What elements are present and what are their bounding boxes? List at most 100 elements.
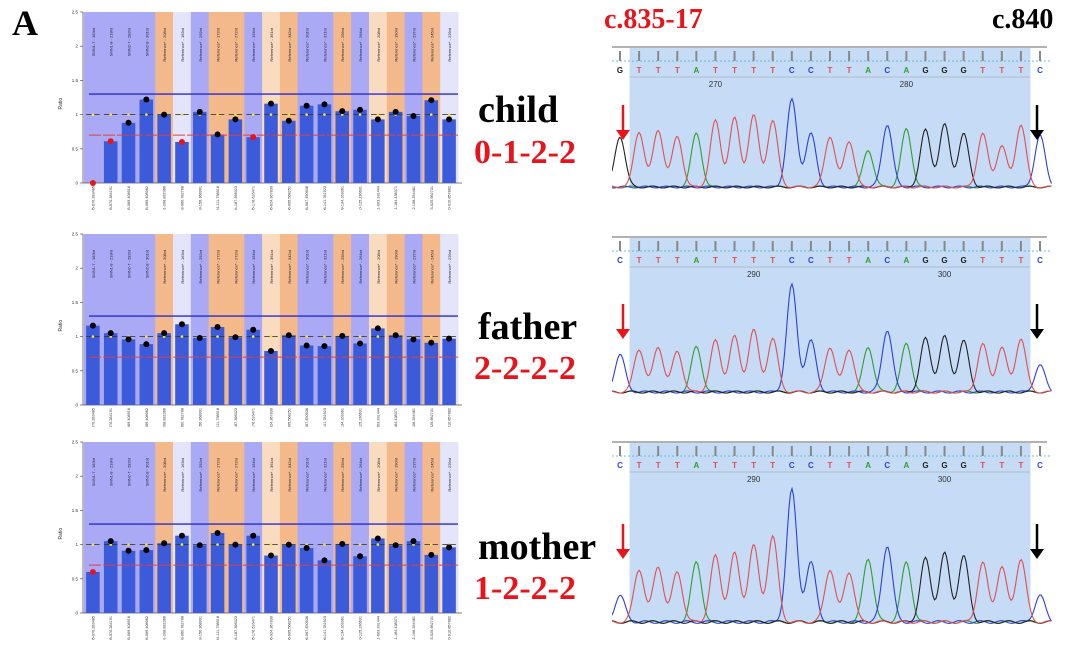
base-call: T bbox=[847, 256, 852, 265]
base-call: C bbox=[808, 66, 814, 75]
reference-median bbox=[376, 543, 380, 546]
probe-label: Reference* - 321nt bbox=[322, 457, 327, 491]
probe-label: Reference* - 208nt bbox=[376, 457, 381, 491]
x-tick-label: 04-187.398323 bbox=[234, 186, 238, 210]
x-tick-label: 12-108.254481 bbox=[412, 616, 416, 640]
bar bbox=[192, 111, 207, 183]
probe-label: Reference* - 172nt bbox=[216, 27, 221, 61]
reference-median bbox=[429, 113, 433, 116]
reference-median bbox=[323, 543, 326, 546]
quality-bar bbox=[981, 241, 984, 251]
base-call: T bbox=[770, 461, 775, 470]
ratio-point bbox=[428, 551, 435, 558]
y-tick-label: 2.5 bbox=[72, 440, 79, 445]
quality-bar bbox=[1019, 446, 1022, 456]
bar bbox=[406, 541, 421, 613]
quality-bar bbox=[962, 51, 965, 61]
base-call: T bbox=[828, 66, 833, 75]
x-tick-label: 01-208.832366 bbox=[163, 408, 167, 427]
reference-median bbox=[91, 335, 95, 338]
base-call: T bbox=[751, 461, 756, 470]
base-call: T bbox=[675, 461, 680, 470]
ratio-point bbox=[446, 116, 453, 123]
base-call: T bbox=[656, 461, 661, 470]
reference-median bbox=[269, 335, 273, 338]
reference-median bbox=[358, 335, 362, 338]
sample-name-father: father bbox=[478, 306, 578, 348]
ratio-point bbox=[374, 535, 381, 542]
ratio-point bbox=[428, 339, 435, 346]
x-tick-label: 20-010.857882 bbox=[448, 408, 452, 427]
probe-label: Reference* - 208nt bbox=[376, 27, 381, 61]
base-call: T bbox=[656, 256, 661, 265]
probe-background bbox=[173, 12, 192, 183]
bar bbox=[371, 538, 385, 613]
probe-label: SMN1-7 - 183nt bbox=[91, 457, 96, 486]
base-call: T bbox=[980, 256, 985, 265]
base-call: T bbox=[732, 256, 737, 265]
base-call: T bbox=[751, 256, 756, 265]
ratio-point bbox=[232, 116, 239, 123]
probe-label: Reference* - 245nt bbox=[429, 457, 434, 491]
quality-bar bbox=[809, 51, 812, 61]
reference-median bbox=[180, 543, 184, 546]
ratio-point bbox=[125, 547, 132, 554]
ratio-point bbox=[214, 529, 221, 536]
bar bbox=[246, 329, 260, 405]
bar bbox=[210, 532, 225, 613]
x-tick-label: 05-070.283485 bbox=[91, 616, 95, 640]
base-call: T bbox=[980, 461, 985, 470]
ratio-point bbox=[321, 101, 328, 108]
bar bbox=[121, 122, 136, 183]
bar bbox=[424, 100, 439, 183]
probe-label: Reference* - 163nt bbox=[180, 27, 185, 61]
probe-label: SMN1-7 - 183nt bbox=[91, 249, 96, 278]
base-call: A bbox=[693, 461, 699, 470]
reference-median bbox=[251, 543, 255, 546]
probe-label: Reference* - 301nt bbox=[305, 457, 310, 491]
ratio-point bbox=[339, 540, 346, 547]
quality-bar bbox=[771, 51, 774, 61]
quality-bar bbox=[867, 241, 870, 251]
base-call: T bbox=[713, 461, 718, 470]
x-tick-label: 06-024.367830 bbox=[270, 616, 274, 640]
quality-bar bbox=[829, 446, 831, 456]
base-call: A bbox=[693, 256, 699, 265]
probe-label: Reference* - 264nt bbox=[358, 27, 363, 61]
ratio-point bbox=[196, 542, 203, 549]
quality-bar bbox=[867, 51, 870, 61]
base-call: C bbox=[617, 256, 623, 265]
base-call: T bbox=[828, 256, 833, 265]
bar bbox=[157, 114, 171, 183]
probe-background bbox=[84, 442, 103, 613]
position-label: 300 bbox=[938, 270, 952, 279]
ratio-point bbox=[89, 322, 96, 329]
bar bbox=[442, 119, 456, 183]
bar bbox=[264, 350, 278, 405]
bar bbox=[192, 545, 207, 613]
x-tick-label: 05-069.408982 bbox=[145, 408, 149, 427]
base-call: C bbox=[1037, 66, 1043, 75]
quality-bar bbox=[905, 241, 908, 251]
base-call: A bbox=[903, 461, 909, 470]
ratio-point bbox=[89, 180, 96, 186]
bar bbox=[157, 543, 171, 613]
reference-median bbox=[145, 335, 148, 338]
ratio-point bbox=[303, 102, 310, 109]
quality-bar bbox=[924, 51, 927, 61]
base-call: T bbox=[751, 66, 756, 75]
position-label: 290 bbox=[747, 270, 761, 279]
x-tick-label: 06-067.450636 bbox=[305, 408, 309, 427]
probe-label: Reference* - 163nt bbox=[180, 457, 185, 491]
x-tick-label: 05-070.284191 bbox=[109, 186, 113, 210]
x-tick-label: 05-070.283485 bbox=[91, 408, 95, 427]
ratio-point bbox=[285, 541, 292, 548]
reference-median bbox=[429, 543, 433, 546]
ratio-point bbox=[161, 330, 168, 337]
probe-label: Reference* - 292nt bbox=[198, 249, 203, 283]
quality-bar bbox=[981, 446, 984, 456]
bar bbox=[121, 550, 136, 613]
y-tick-label: 1 bbox=[75, 334, 78, 339]
position-label: 280 bbox=[900, 80, 914, 89]
probe-label: SMN1-8 - 218nt bbox=[109, 27, 114, 56]
